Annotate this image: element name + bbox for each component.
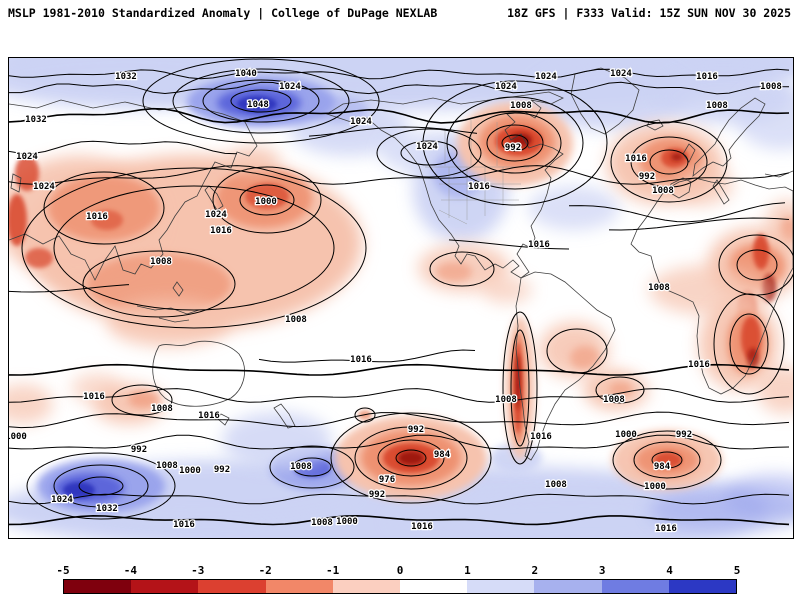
contour-label: 1016 (655, 524, 677, 534)
contour-label: 1008 (495, 395, 517, 405)
contour-label: 1008 (151, 404, 173, 414)
colorbar-tick: -5 (56, 564, 70, 577)
colorbar-ticks: -5 -4 -3 -2 -1 0 1 2 3 4 5 (56, 564, 740, 579)
contour-label: 992 (676, 430, 692, 440)
contour-label: 1024 (16, 152, 38, 162)
contour-label: 1016 (696, 72, 718, 82)
colorbar-segment (332, 580, 401, 593)
colorbar-tick: -4 (123, 564, 138, 577)
contour-label: 992 (639, 172, 655, 182)
contour-label: 992 (408, 425, 424, 435)
colorbar-tick: 3 (598, 564, 606, 577)
colorbar-tick: 0 (396, 564, 404, 577)
contour-label: 1008 (290, 462, 312, 472)
colorbar (63, 579, 737, 594)
contour-label: 1008 (706, 101, 728, 111)
colorbar-segment (534, 580, 602, 593)
contour-label: 1008 (285, 315, 307, 325)
pressure-contours (9, 58, 793, 526)
map-area: 1032 1040 1048 1024 1032 1024 1024 1024 1024 1008… (8, 57, 794, 539)
contour-label: 1008 (760, 82, 782, 92)
contour-label: 1016 (210, 226, 232, 236)
contour-label: 984 (654, 462, 671, 472)
contour-labels: 1032 1040 1048 1024 1032 1024 1024 1024 1024 1008… (9, 68, 783, 536)
contour-label: 1024 (350, 117, 372, 127)
colorbar-segment (265, 580, 333, 593)
contour-label: 1024 (416, 142, 438, 152)
contour-label: 1016 (350, 355, 372, 365)
contour-label: 1000 (336, 517, 358, 527)
colorbar-tick: 1 (464, 564, 471, 577)
contour-label: 1024 (33, 182, 55, 192)
contour-label: 1032 (96, 504, 118, 514)
product-title: MSLP 1981-2010 Standardized Anomaly | Co… (8, 6, 438, 20)
colorbar-tick: -3 (191, 564, 205, 577)
contour-label: 1008 (652, 186, 674, 196)
colorbar-tick: -2 (258, 564, 272, 577)
contour-label: 1016 (528, 240, 550, 250)
title-bar: MSLP 1981-2010 Standardized Anomaly | Co… (8, 6, 791, 20)
contour-label: 1016 (83, 392, 105, 402)
colorbar-tick: 5 (733, 564, 741, 577)
contour-label: 1024 (495, 82, 517, 92)
model-valid-time: 18Z GFS | F333 Valid: 15Z SUN NOV 30 202… (507, 6, 791, 20)
contour-label: 992 (369, 490, 385, 500)
contour-label: 976 (379, 475, 395, 485)
contour-label: 1024 (205, 210, 227, 220)
contour-label: 1008 (150, 257, 172, 267)
anomaly-map: 1032 1040 1048 1024 1032 1024 1024 1024 1024 1008… (9, 58, 793, 538)
contour-label: 1024 (610, 69, 632, 79)
colorbar-tick: -1 (325, 564, 340, 577)
contour-label: 1000 (9, 432, 27, 442)
colorbar-segment (131, 580, 199, 593)
colorbar-tick: 4 (666, 564, 673, 577)
contour-label: 1024 (535, 72, 557, 82)
contour-label: 1000 (615, 430, 637, 440)
colorbar-segment (64, 580, 132, 593)
contour-label: 1016 (468, 182, 490, 192)
contour-label: 984 (434, 450, 451, 460)
contour-label: 1016 (173, 520, 195, 530)
contour-label: 1008 (156, 461, 178, 471)
contour-label: 1032 (115, 72, 137, 82)
contour-label: 1008 (510, 101, 532, 111)
contour-label: 1024 (51, 495, 73, 505)
colorbar-segment (400, 580, 468, 593)
contour-label: 1000 (179, 466, 201, 476)
contour-label: 1024 (279, 82, 301, 92)
contour-label: 992 (505, 143, 521, 153)
contour-label: 1016 (625, 154, 647, 164)
anomaly-shading (9, 58, 793, 538)
colorbar-segment (668, 580, 737, 593)
contour-label: 1008 (311, 518, 333, 528)
contour-label: 1040 (235, 69, 257, 79)
contour-label: 1008 (648, 283, 670, 293)
contour-label: 1048 (247, 100, 269, 110)
contour-label: 1032 (25, 115, 47, 125)
contour-label: 1016 (530, 432, 552, 442)
colorbar-tick: 2 (531, 564, 539, 577)
contour-label: 1016 (411, 522, 433, 532)
colorbar-segment (601, 580, 669, 593)
contour-label: 1000 (255, 197, 277, 207)
contour-label: 1016 (198, 411, 220, 421)
colorbar-legend: -5 -4 -3 -2 -1 0 1 2 3 4 5 (56, 564, 740, 594)
contour-label: 992 (131, 445, 147, 455)
contour-label: 992 (214, 465, 230, 475)
contour-label: 1000 (644, 482, 666, 492)
colorbar-segment (198, 580, 266, 593)
colorbar-segment (467, 580, 535, 593)
contour-label: 1008 (603, 395, 625, 405)
contour-label: 1016 (86, 212, 108, 222)
contour-label: 1008 (545, 480, 567, 490)
contour-label: 1016 (688, 360, 710, 370)
